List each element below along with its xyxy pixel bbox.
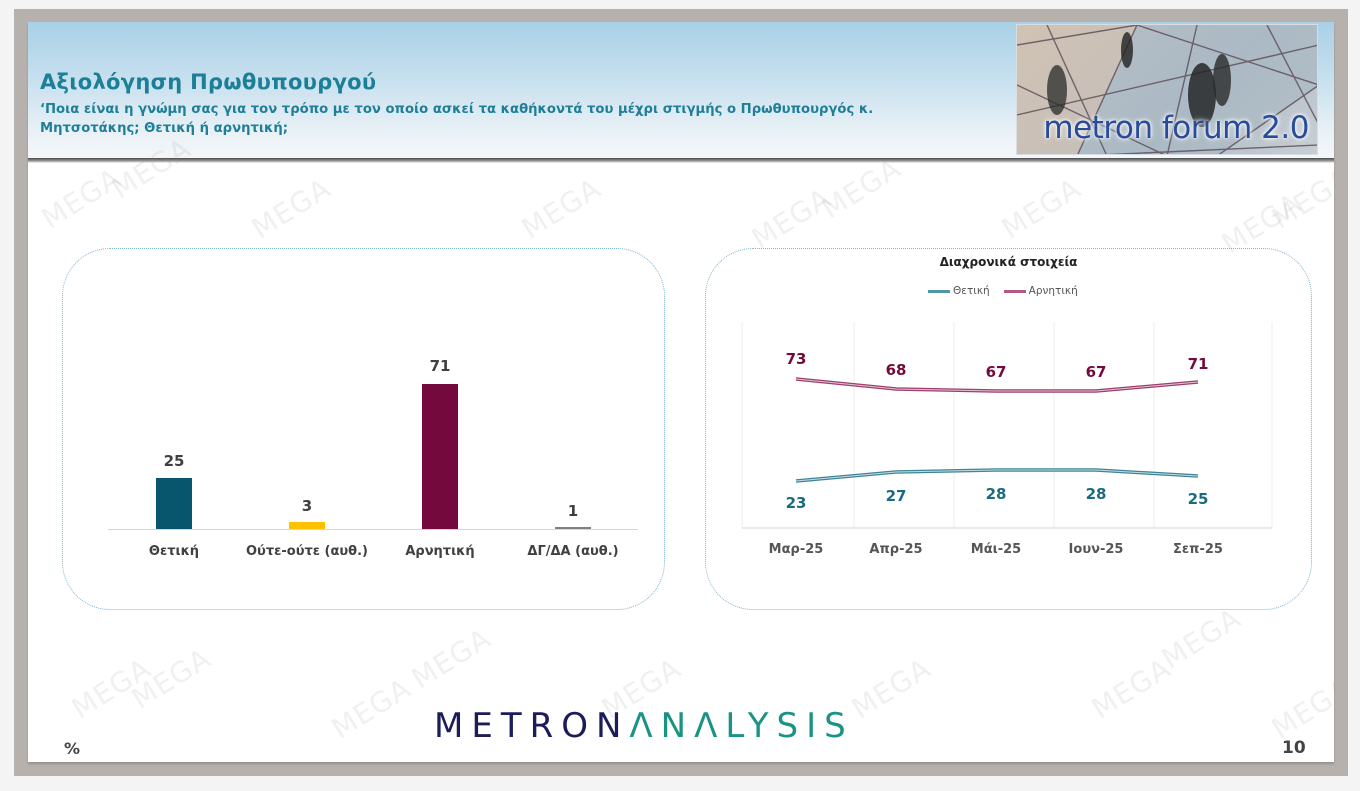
- metron-forum-logo: metron forum 2.0: [1016, 24, 1318, 155]
- point-label-negative: 67: [1085, 363, 1107, 381]
- bar-label-neutral: Ούτε-ούτε (αυθ.): [246, 544, 368, 559]
- point-label-positive: 28: [985, 485, 1007, 503]
- bar-value-positive: 25: [163, 452, 185, 470]
- legend-swatch-negative: [1003, 289, 1026, 293]
- header-divider: [28, 158, 1334, 163]
- legend-swatch-positive: [928, 289, 950, 293]
- line-chart-title: Διαχρονικά στοιχεία: [939, 255, 1078, 269]
- page-title: Αξιολόγηση Πρωθυπουργού: [40, 70, 377, 94]
- page-number: 10: [1282, 738, 1306, 758]
- bar-positive: [156, 478, 192, 529]
- point-label-positive: 28: [1085, 485, 1107, 503]
- line-chart-plot: [741, 322, 1273, 529]
- vertical-gridlines: [741, 322, 1273, 528]
- x-axis-label: Σεπ-25: [1173, 542, 1223, 557]
- metron-analysis-logo: METRONΛNΛLYSIS: [434, 706, 854, 746]
- brand-metron: METRON: [434, 706, 630, 746]
- x-axis-label: Μαρ-25: [768, 542, 824, 557]
- slide-header: Αξιολόγηση Πρωθυπουργού ‘Ποια είναι η γν…: [28, 22, 1334, 159]
- geometric-photo-icon: [1017, 25, 1317, 154]
- bar-chart-panel: [62, 248, 665, 610]
- point-label-negative: 71: [1187, 355, 1209, 373]
- bar-label-dkna: ΔΓ/ΔΑ (αυθ.): [527, 544, 619, 559]
- bar-label-negative: Αρνητική: [405, 544, 475, 559]
- bar-label-positive: Θετική: [148, 544, 200, 559]
- bar-negative: [422, 384, 458, 529]
- point-label-positive: 25: [1187, 490, 1209, 508]
- legend-item-negative: Αρνητική: [1003, 285, 1078, 297]
- line-chart-legend: Θετική Αρνητική: [928, 285, 1078, 297]
- point-label-negative: 67: [985, 363, 1007, 381]
- x-axis-label: Μάι-25: [970, 542, 1022, 557]
- legend-label-positive: Θετική: [953, 285, 990, 297]
- x-axis-label: Απρ-25: [869, 542, 923, 557]
- x-axis-label: Ιουν-25: [1068, 542, 1124, 557]
- survey-question: ‘Ποια είναι η γνώμη σας για τον τρόπο με…: [40, 102, 874, 136]
- point-label-positive: 27: [885, 487, 907, 505]
- logo-text: metron forum 2.0: [1043, 110, 1309, 146]
- bar-value-negative: 71: [429, 357, 451, 375]
- bar-dkna: [555, 527, 591, 529]
- point-label-negative: 68: [885, 361, 907, 379]
- unit-label: %: [64, 739, 81, 758]
- bar-chart-axis: [108, 529, 638, 530]
- brand-analysis: ΛNΛLYSIS: [629, 706, 854, 746]
- legend-label-negative: Αρνητική: [1028, 285, 1078, 297]
- point-label-negative: 73: [785, 350, 807, 368]
- bar-neutral: [289, 522, 325, 529]
- line-chart-panel: [705, 248, 1312, 610]
- slide-frame: Αξιολόγηση Πρωθυπουργού ‘Ποια είναι η γν…: [14, 9, 1348, 776]
- point-label-positive: 23: [785, 494, 807, 512]
- slide: Αξιολόγηση Πρωθυπουργού ‘Ποια είναι η γν…: [28, 22, 1334, 762]
- legend-item-positive: Θετική: [928, 285, 990, 297]
- bar-value-neutral: 3: [301, 497, 313, 515]
- bar-value-dkna: 1: [567, 502, 579, 520]
